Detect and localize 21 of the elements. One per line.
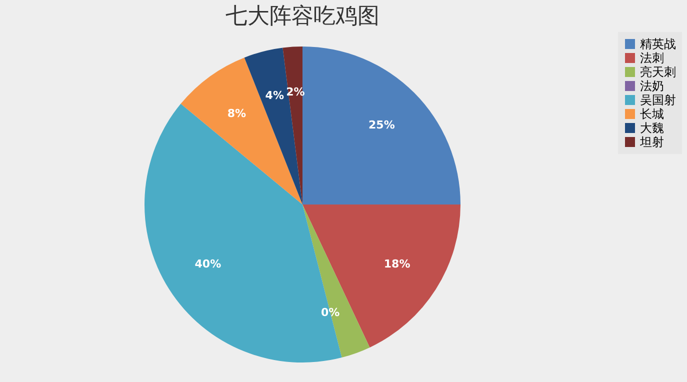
- pie-slice: [244, 48, 302, 204]
- legend-label: 大魏: [640, 121, 664, 135]
- legend-label: 坦射: [639, 135, 664, 149]
- data-label: 40%: [194, 258, 222, 271]
- data-label: 18%: [384, 258, 410, 271]
- pie-slice: [282, 46, 302, 204]
- data-label: 25%: [368, 118, 395, 132]
- pie-slice: [302, 46, 460, 204]
- legend-label: 吴国射: [640, 93, 676, 107]
- data-label: 8%: [227, 106, 246, 120]
- legend-label: 法刺: [640, 51, 664, 65]
- pie-slice: [302, 204, 370, 358]
- pie-slice: [180, 58, 302, 204]
- legend-label: 精英战: [640, 37, 676, 51]
- pie-slice: [302, 204, 460, 348]
- data-label: 4%: [265, 89, 284, 102]
- legend-label: 亮天刺: [640, 65, 676, 79]
- chart-title: 七大阵容吃鸡图: [226, 4, 380, 29]
- pie-slice: [144, 104, 342, 362]
- legend-label: 法奶: [640, 79, 664, 93]
- legend-label: 长城: [640, 107, 664, 121]
